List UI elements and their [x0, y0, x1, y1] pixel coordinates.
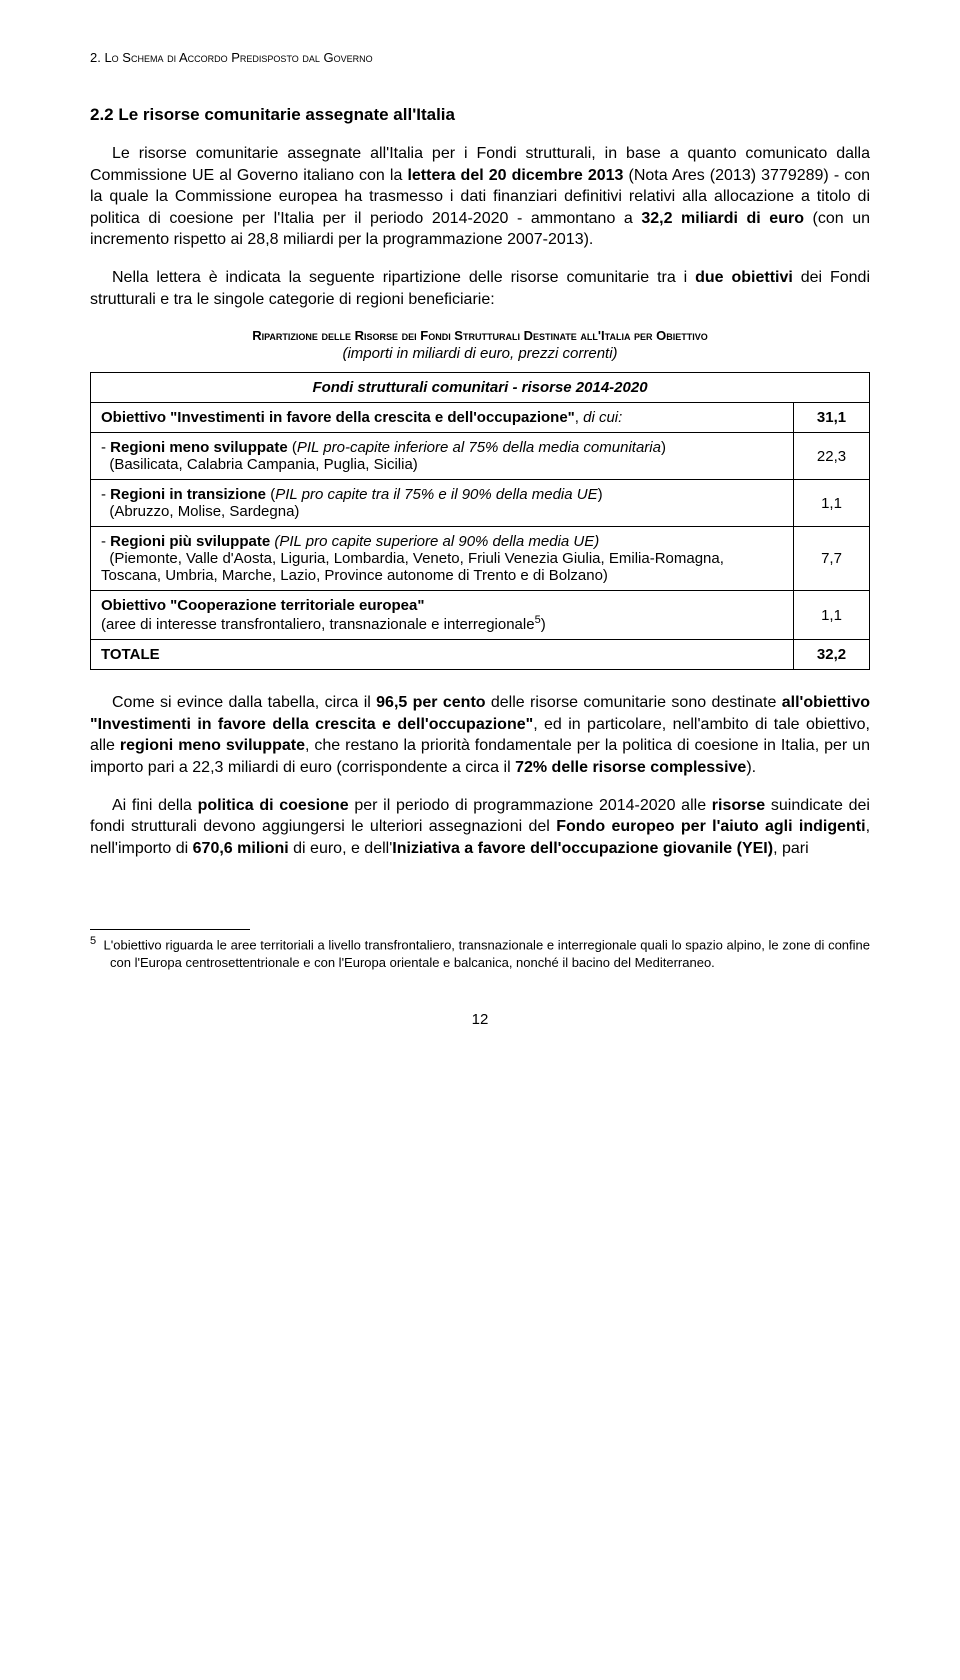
- row-value: 31,1: [794, 403, 870, 433]
- paragraph-4: Ai fini della politica di coesione per i…: [90, 795, 870, 860]
- footnote-number: 5: [90, 935, 96, 947]
- row-label: Obiettivo "Cooperazione territoriale eur…: [91, 591, 794, 640]
- table-header-row: Fondi strutturali comunitari - risorse 2…: [91, 373, 870, 403]
- footnote-text: L'obiettivo riguarda le aree territorial…: [104, 938, 870, 970]
- row-label: - Regioni meno sviluppate (PIL pro-capit…: [91, 433, 794, 480]
- table-row-total: TOTALE 32,2: [91, 640, 870, 670]
- funds-table: Fondi strutturali comunitari - risorse 2…: [90, 372, 870, 670]
- row-label: TOTALE: [91, 640, 794, 670]
- row-value: 7,7: [794, 527, 870, 591]
- row-value: 1,1: [794, 591, 870, 640]
- table-row: - Regioni meno sviluppate (PIL pro-capit…: [91, 433, 870, 480]
- table-subcaption: (importi in miliardi di euro, prezzi cor…: [90, 345, 870, 362]
- page-header: 2. Lo Schema di Accordo Predisposto dal …: [90, 50, 870, 65]
- row-label: - Regioni in transizione (PIL pro capite…: [91, 480, 794, 527]
- row-label: - Regioni più sviluppate (PIL pro capite…: [91, 527, 794, 591]
- table-row: - Regioni più sviluppate (PIL pro capite…: [91, 527, 870, 591]
- table-row: Obiettivo "Investimenti in favore della …: [91, 403, 870, 433]
- row-value: 22,3: [794, 433, 870, 480]
- paragraph-3: Come si evince dalla tabella, circa il 9…: [90, 692, 870, 778]
- table-caption: Ripartizione delle Risorse dei Fondi Str…: [90, 328, 870, 343]
- row-value: 32,2: [794, 640, 870, 670]
- section-title: 2.2 Le risorse comunitarie assegnate all…: [90, 105, 870, 125]
- document-page: 2. Lo Schema di Accordo Predisposto dal …: [0, 0, 960, 1088]
- footnote: 5 L'obiettivo riguarda le aree territori…: [90, 934, 870, 971]
- row-value: 1,1: [794, 480, 870, 527]
- row-label: Obiettivo "Investimenti in favore della …: [91, 403, 794, 433]
- table-header-cell: Fondi strutturali comunitari - risorse 2…: [91, 373, 870, 403]
- paragraph-2: Nella lettera è indicata la seguente rip…: [90, 267, 870, 310]
- paragraph-1: Le risorse comunitarie assegnate all'Ita…: [90, 143, 870, 251]
- page-number: 12: [90, 1011, 870, 1028]
- table-row: - Regioni in transizione (PIL pro capite…: [91, 480, 870, 527]
- footnote-rule: [90, 929, 250, 930]
- table-row: Obiettivo "Cooperazione territoriale eur…: [91, 591, 870, 640]
